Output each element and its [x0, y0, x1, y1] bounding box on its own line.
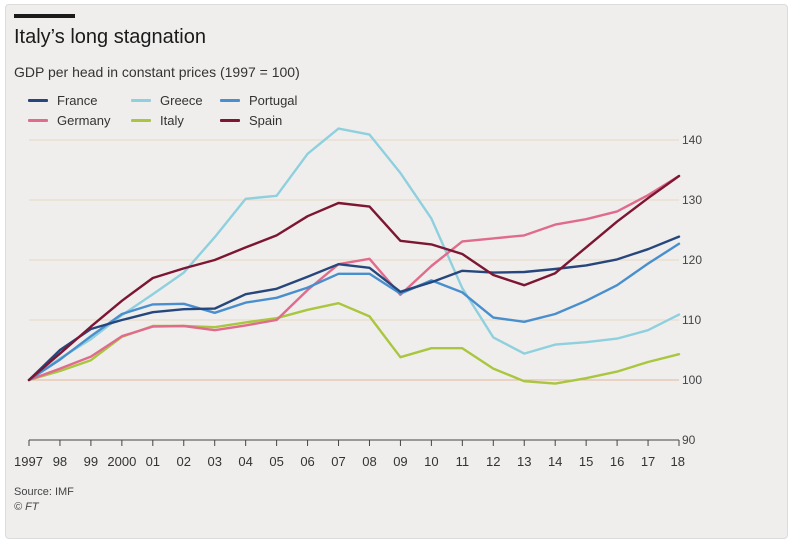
- legend-swatch-greece: [131, 99, 151, 102]
- legend-item-italy: Italy: [131, 113, 184, 128]
- y-tick-label-100: 100: [682, 373, 702, 387]
- chart-card: [5, 4, 788, 539]
- y-tick-label-140: 140: [682, 133, 702, 147]
- series-line-france: [27, 235, 681, 382]
- x-tick-label-2016: 16: [610, 454, 624, 469]
- series-line-germany: [27, 174, 681, 382]
- header-accent-bar: [14, 14, 75, 18]
- x-tick-label-2001: 01: [146, 454, 160, 469]
- y-tick-label-90: 90: [682, 433, 696, 447]
- y-tick-label-120: 120: [682, 253, 702, 267]
- x-tick-label-2011: 11: [456, 454, 470, 469]
- legend-label-portugal: Portugal: [249, 93, 298, 108]
- legend-swatch-portugal: [220, 99, 240, 102]
- legend-swatch-spain: [220, 119, 240, 122]
- x-tick-label-2005: 05: [269, 454, 283, 469]
- x-tick-label-2012: 12: [486, 454, 500, 469]
- y-tick-label-110: 110: [682, 313, 701, 327]
- series-line-spain: [27, 174, 681, 382]
- series-line-greece: [27, 127, 681, 382]
- x-tick-label-2018: 18: [671, 454, 685, 469]
- legend-item-france: France: [28, 93, 97, 108]
- x-tick-label-1997: 1997: [14, 454, 43, 469]
- x-tick-label-2007: 07: [331, 454, 345, 469]
- x-tick-label-2015: 15: [579, 454, 593, 469]
- x-tick-label-2002: 02: [177, 454, 191, 469]
- x-tick-label-1998: 98: [53, 454, 67, 469]
- x-tick-label-2008: 08: [362, 454, 376, 469]
- legend-label-spain: Spain: [249, 113, 283, 128]
- x-tick-label-2017: 17: [641, 454, 655, 469]
- chart-subtitle: GDP per head in constant prices (1997 = …: [14, 64, 300, 80]
- x-tick-label-2000: 2000: [107, 454, 136, 469]
- x-tick-label-2014: 14: [548, 454, 562, 469]
- legend-item-greece: Greece: [131, 93, 203, 108]
- copyright-note: © FT: [14, 501, 39, 513]
- legend-item-germany: Germany: [28, 113, 110, 128]
- x-tick-label-1999: 99: [84, 454, 98, 469]
- x-tick-label-2009: 09: [393, 454, 407, 469]
- x-tick-label-2010: 10: [424, 454, 438, 469]
- x-tick-label-2003: 03: [207, 454, 221, 469]
- chart-legend: France Greece Portugal Germany Italy Spain: [28, 93, 348, 133]
- legend-label-germany: Germany: [57, 113, 111, 128]
- legend-label-italy: Italy: [160, 113, 184, 128]
- legend-swatch-italy: [131, 119, 151, 122]
- legend-swatch-france: [28, 99, 48, 102]
- source-note: Source: IMF: [14, 486, 74, 498]
- legend-item-spain: Spain: [220, 113, 282, 128]
- chart-title: Italy’s long stagnation: [14, 26, 206, 48]
- legend-swatch-germany: [28, 119, 48, 122]
- x-tick-label-2004: 04: [238, 454, 252, 469]
- series-line-portugal: [27, 242, 681, 382]
- y-tick-label-130: 130: [682, 193, 702, 207]
- legend-label-greece: Greece: [160, 93, 203, 108]
- legend-label-france: France: [57, 93, 98, 108]
- legend-item-portugal: Portugal: [220, 93, 297, 108]
- x-tick-label-2006: 06: [300, 454, 314, 469]
- x-tick-label-2013: 13: [517, 454, 531, 469]
